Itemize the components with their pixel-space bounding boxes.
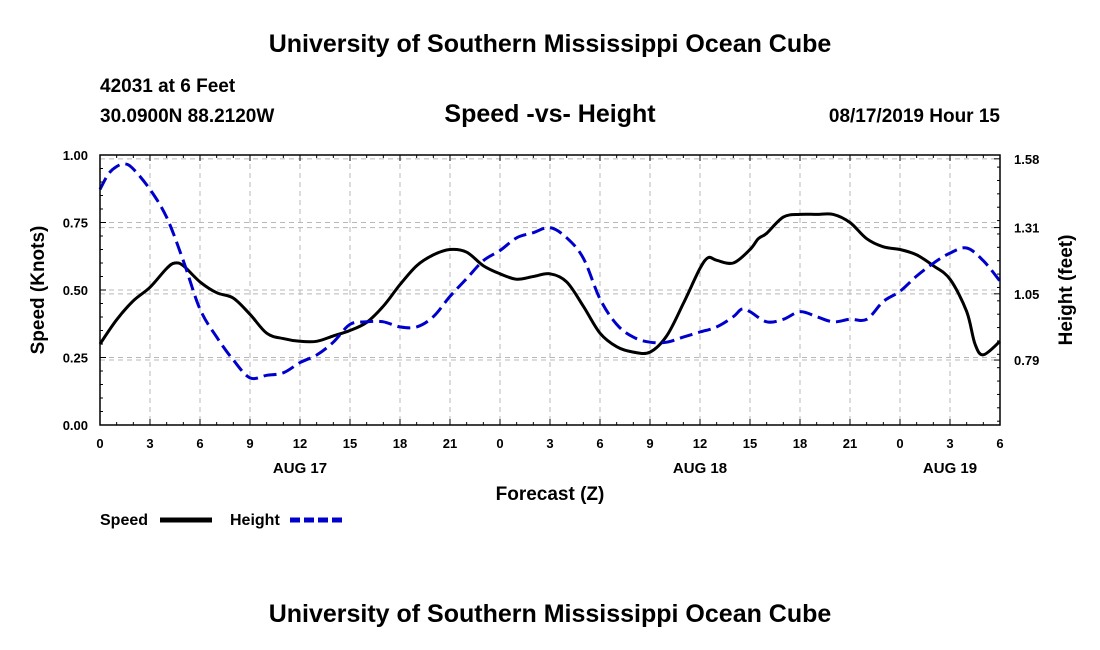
date-label: AUG 17: [273, 460, 327, 477]
x-tick-label: 21: [443, 436, 457, 451]
x-tick-label: 3: [146, 436, 153, 451]
x-tick-label: 18: [793, 436, 807, 451]
y-tick-label: 0.25: [63, 351, 88, 366]
series-line-speed: [98, 212, 1001, 357]
x-tick-label: 12: [693, 436, 707, 451]
coordinates-label: 30.0900N 88.2120W: [100, 106, 275, 127]
x-tick-label: 3: [946, 436, 953, 451]
x-tick-label: 18: [393, 436, 407, 451]
x-tick-label: 15: [743, 436, 757, 451]
x-axis-title: Forecast (Z): [496, 484, 605, 505]
y2-tick-label: 1.05: [1014, 287, 1039, 302]
chart-subtitle: Speed -vs- Height: [444, 100, 656, 128]
y2-tick-label: 1.31: [1014, 221, 1039, 236]
legend-label-height: Height: [230, 512, 280, 529]
x-tick-label: 0: [496, 436, 503, 451]
date-label: AUG 18: [673, 460, 727, 477]
legend: Speed Height: [100, 512, 342, 529]
grid-lines: [100, 155, 1000, 425]
x-tick-label: 3: [546, 436, 553, 451]
x-tick-label: 9: [246, 436, 253, 451]
y-tick-label: 0.00: [63, 418, 88, 433]
y2-tick-label: 0.79: [1014, 353, 1039, 368]
y-tick-label: 1.00: [63, 148, 88, 163]
y-tick-label: 0.50: [63, 283, 88, 298]
x-tick-label: 6: [596, 436, 603, 451]
x-tick-label: 21: [843, 436, 857, 451]
station-label: 42031 at 6 Feet: [100, 76, 236, 97]
series-line-height: [98, 162, 1002, 381]
forecast-datetime: 08/17/2019 Hour 15: [828, 106, 1000, 127]
x-tick-label: 6: [196, 436, 203, 451]
axis-ticks: 0 3 6 9 12 15 18 21 0 3 6 9 12 15 18 21 0 3 6 AUG 17 AUG 18 A…: [63, 148, 1040, 477]
y2-axis-title: Height (feet): [1056, 235, 1077, 346]
x-tick-label: 12: [293, 436, 307, 451]
date-label: AUG 19: [923, 460, 977, 477]
footer-title: University of Southern Mississippi Ocean…: [268, 600, 832, 628]
y2-tick-label: 1.58: [1014, 152, 1039, 167]
legend-label-speed: Speed: [100, 512, 148, 529]
y-axis-title: Speed (Knots): [28, 226, 49, 355]
y-tick-label: 0.75: [63, 216, 88, 231]
x-tick-label: 0: [896, 436, 903, 451]
x-tick-label: 0: [96, 436, 103, 451]
page-title: University of Southern Mississippi Ocean…: [268, 30, 832, 58]
series-layer: [98, 162, 1002, 381]
x-tick-label: 9: [646, 436, 653, 451]
x-tick-label: 15: [343, 436, 357, 451]
x-tick-label: 6: [996, 436, 1003, 451]
